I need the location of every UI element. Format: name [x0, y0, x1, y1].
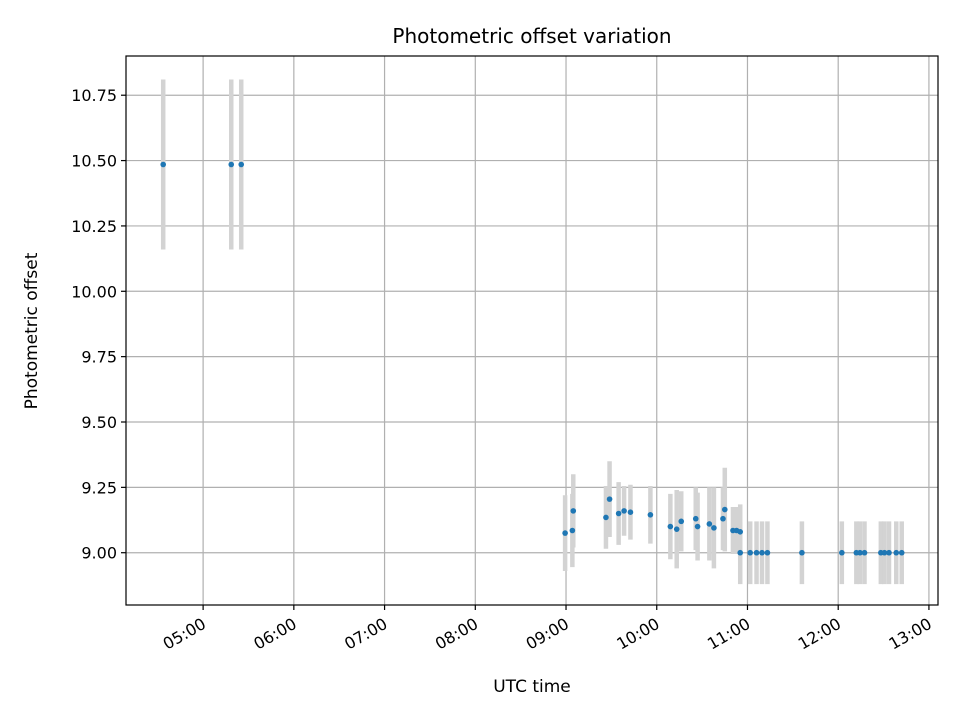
data-point [857, 549, 863, 556]
data-point [799, 549, 805, 556]
data-point [759, 549, 765, 556]
data-point [569, 527, 576, 534]
y-tick-label: 10.75 [71, 86, 117, 105]
data-point [753, 549, 760, 556]
data-point [562, 530, 568, 536]
data-point [721, 506, 728, 513]
data-point [737, 529, 744, 535]
data-point [861, 549, 868, 556]
chart-title: Photometric offset variation [392, 24, 671, 48]
data-point [694, 523, 701, 530]
data-point [706, 521, 713, 527]
data-point [615, 510, 622, 517]
data-point [692, 515, 699, 522]
y-tick-label: 9.50 [81, 413, 117, 432]
y-tick-label: 9.00 [81, 544, 117, 563]
data-point [228, 161, 235, 168]
data-point [839, 549, 845, 556]
data-point [678, 518, 685, 525]
data-point [621, 508, 627, 514]
data-point [603, 514, 609, 521]
data-point [667, 523, 674, 530]
data-point [893, 549, 900, 556]
data-point [711, 525, 717, 531]
data-point [737, 549, 744, 556]
data-point [881, 549, 888, 556]
axes-frame [125, 55, 939, 606]
data-point [570, 508, 577, 514]
y-axis-title: Photometric offset [22, 252, 42, 409]
y-tick-label: 9.25 [81, 478, 117, 497]
grid [126, 56, 938, 605]
x-axis-title: UTC time [493, 677, 571, 697]
data-point [673, 526, 680, 532]
y-tick-label: 9.75 [81, 348, 117, 367]
data-point [160, 161, 166, 168]
data-point [898, 549, 905, 556]
data-point [747, 549, 753, 556]
data-point [764, 549, 771, 556]
data-points [160, 161, 905, 556]
data-point [238, 161, 245, 168]
data-point [720, 515, 726, 522]
data-point [886, 549, 892, 556]
y-tick-label: 10.25 [71, 217, 117, 236]
y-tick-label: 10.50 [71, 152, 117, 171]
data-point [647, 512, 654, 518]
y-tick-label: 10.00 [71, 282, 117, 301]
data-point [606, 496, 613, 502]
data-point [627, 509, 634, 515]
